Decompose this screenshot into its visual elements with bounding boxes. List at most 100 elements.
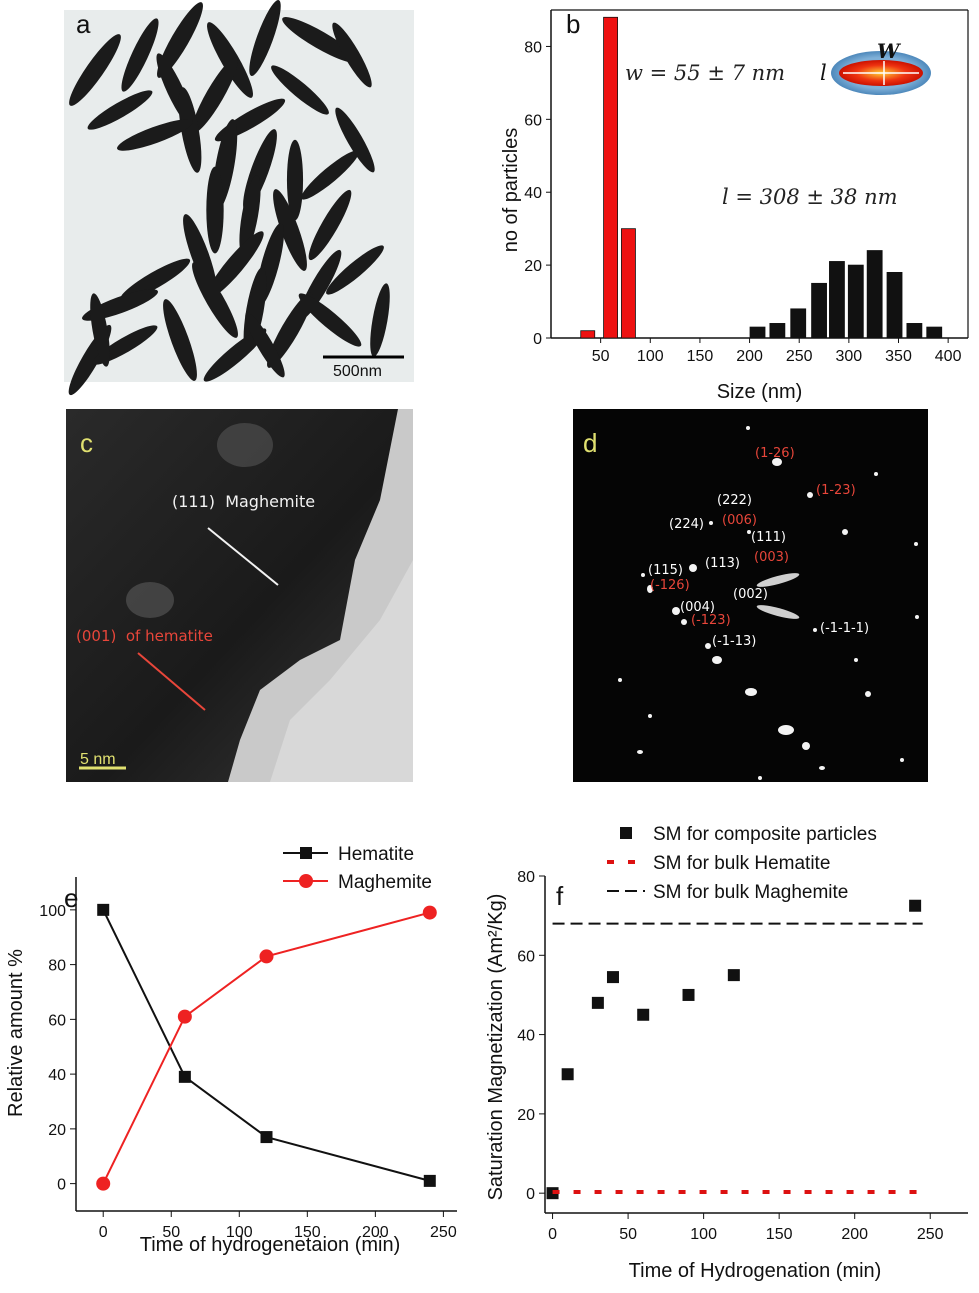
panel-c: c (111) Maghemite (001) of hematite 5 nm — [66, 409, 413, 782]
miller-index-label: (111) — [751, 530, 786, 545]
x-tick-label: 50 — [592, 348, 610, 365]
x-tick-label: 150 — [687, 348, 714, 365]
legend-marker — [300, 847, 312, 859]
miller-index-label: (1-23) — [816, 483, 856, 498]
nanorod — [119, 258, 191, 302]
miller-index-label: (006) — [722, 513, 757, 528]
nanorod — [249, 0, 281, 76]
series-line — [102, 911, 431, 1185]
miller-index-label: (-1-1-1) — [820, 621, 869, 636]
data-point — [96, 1176, 111, 1191]
nanorod — [370, 283, 390, 357]
diffraction-spot — [813, 628, 817, 632]
data-point — [177, 1009, 192, 1024]
length-annotation: l = 308 ± 38 nm — [722, 185, 898, 209]
legend-label: SM for bulk Hematite — [653, 853, 830, 874]
diffraction-spot — [915, 615, 919, 619]
legend-marker — [620, 827, 632, 839]
miller-index-label: (-126) — [650, 578, 690, 593]
panel-letter-c: c — [80, 428, 93, 458]
hematite-label: (001) of hematite — [76, 627, 213, 645]
series-line — [102, 909, 431, 1182]
histogram-bar — [906, 323, 923, 339]
maghemite-pointer — [207, 527, 279, 586]
x-axis-label: Size (nm) — [717, 381, 803, 403]
panel-f: 0 50 100 150 200 250 0 20 40 60 80 Time of Hydrogen… — [485, 824, 968, 1282]
diffraction-spot — [618, 678, 622, 682]
y-tick-label: 40 — [48, 1067, 66, 1084]
y-tick-label: 100 — [39, 903, 66, 920]
nanorod — [206, 231, 264, 299]
diffraction-spot — [712, 656, 722, 664]
panel-letter-a: a — [76, 9, 91, 39]
diffraction-spot — [746, 426, 750, 430]
nanorod — [243, 267, 267, 353]
diffraction-spot — [745, 688, 757, 696]
histogram-bar — [847, 264, 864, 339]
diffraction-spot — [647, 585, 653, 593]
data-point — [727, 969, 740, 982]
nanorod — [239, 175, 261, 255]
nanorod — [87, 90, 153, 130]
panel-d: d (1-26)(1-23)(222)(224) (006)(111)(003)(… — [573, 409, 928, 782]
nanorod — [192, 262, 238, 338]
x-tick-label: 200 — [736, 348, 763, 365]
x-axis-label: Time of Hydrogenation (min) — [629, 1260, 882, 1282]
nanorod — [282, 17, 358, 63]
histogram-b: 50 100 150 200 250 300 350 400 0 20 40 60 80 Size (nm… — [500, 9, 969, 403]
diffraction-spot — [672, 607, 680, 615]
nanorod — [326, 245, 384, 295]
y-tick-label: 40 — [517, 1028, 535, 1045]
scale-bar-label-c: 5 nm — [80, 751, 116, 768]
data-point — [561, 1068, 574, 1081]
diffraction-spot — [641, 573, 645, 577]
nanorod — [207, 22, 253, 98]
x-tick-label: 300 — [836, 348, 863, 365]
nanorod — [298, 293, 362, 347]
diffraction-spot — [689, 564, 697, 572]
data-point — [591, 996, 604, 1009]
legend-marker — [299, 874, 313, 888]
histogram-bar — [621, 228, 636, 339]
x-tick-label: 100 — [226, 1224, 253, 1241]
legend-label: Maghemite — [338, 872, 432, 893]
diffraction-spot — [914, 542, 918, 546]
diffraction-spot — [874, 472, 878, 476]
nanorod — [69, 34, 121, 106]
diffraction-spot — [819, 766, 825, 770]
diffraction-spot — [747, 530, 751, 534]
x-tick-label: 0 — [548, 1226, 557, 1243]
diffraction-spot — [772, 458, 782, 466]
nanorod — [163, 299, 197, 381]
diffraction-spot — [758, 776, 762, 780]
center-streak — [756, 573, 800, 587]
miller-index-label: (003) — [754, 550, 789, 565]
x-tick-label: 50 — [162, 1224, 180, 1241]
nanorod — [178, 87, 202, 173]
panel-letter-f: f — [556, 881, 564, 911]
x-tick-label: 250 — [917, 1226, 944, 1243]
y-tick-label: 80 — [48, 958, 66, 975]
miller-index-label: (224) — [669, 517, 704, 532]
x-tick-label: 250 — [786, 348, 813, 365]
miller-index-label: (-123) — [691, 613, 731, 628]
y-tick-label: 40 — [524, 185, 542, 202]
y-axis-label: no of particles — [500, 128, 522, 253]
x-tick-label: 150 — [766, 1226, 793, 1243]
diffraction-spot — [854, 658, 858, 662]
y-tick-label: 80 — [517, 869, 535, 886]
x-tick-label: 50 — [619, 1226, 637, 1243]
y-tick-label: 0 — [526, 1186, 535, 1203]
nanorod — [157, 2, 203, 78]
scale-bar-label-a: 500nm — [333, 363, 382, 380]
nanorod — [117, 119, 193, 151]
data-point — [909, 899, 922, 912]
data-point — [423, 1174, 436, 1187]
y-tick-label: 60 — [524, 112, 542, 129]
panel-letter-e: e — [64, 883, 78, 913]
diffraction-spot — [681, 619, 687, 625]
schematic-l-label: l — [820, 61, 827, 85]
